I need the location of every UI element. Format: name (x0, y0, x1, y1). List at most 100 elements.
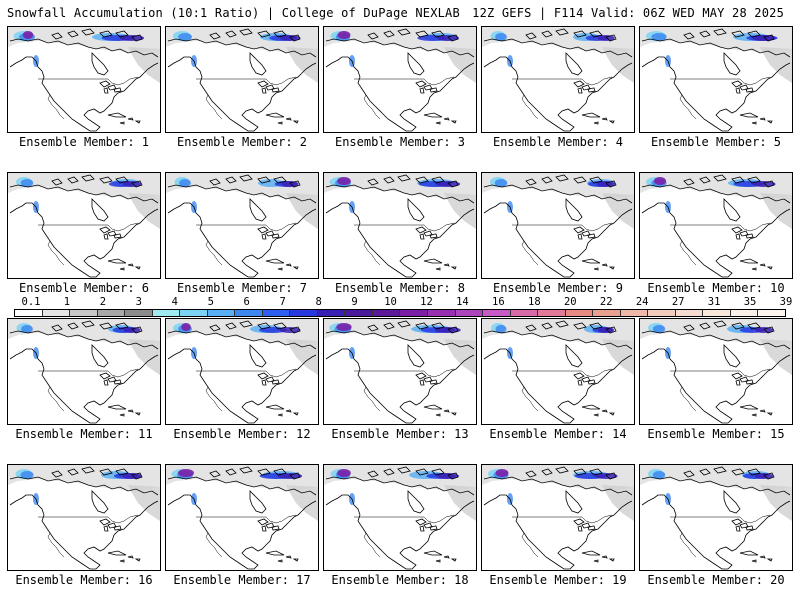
land-outline (397, 28, 411, 36)
land-outline (605, 472, 617, 480)
north-america-map (166, 319, 318, 424)
north-america-map (324, 27, 476, 132)
snow-shading-east (128, 339, 160, 375)
land-outline (423, 112, 443, 118)
snowfall-area (594, 473, 618, 479)
land-outline (577, 525, 583, 532)
land-outline (745, 87, 754, 93)
snowfall-colorbar (14, 309, 786, 317)
snow-shading-light (8, 27, 160, 53)
colorbar-label: 10 (384, 296, 397, 308)
land-outline (119, 559, 125, 563)
ensemble-member-label: Ensemble Member: 2 (176, 135, 308, 149)
north-america-map (324, 173, 476, 278)
ensemble-map-panel (639, 464, 793, 571)
land-outline (541, 468, 553, 476)
land-outline (419, 87, 425, 94)
snowfall-area (20, 471, 34, 479)
land-outline (713, 320, 727, 328)
us-canada-border (354, 514, 455, 524)
coastline (483, 38, 633, 58)
hudson-bay (249, 198, 267, 222)
colorbar-label: 24 (635, 296, 649, 308)
land-outline (51, 32, 63, 40)
snowfall-area (279, 35, 301, 41)
coastline (9, 494, 159, 570)
land-outline (739, 112, 759, 118)
snowfall-area (122, 473, 142, 479)
colorbar-label: 7 (279, 296, 286, 308)
land-outline (81, 320, 95, 328)
coastline (167, 56, 317, 132)
coastline (325, 184, 475, 204)
land-outline (107, 112, 127, 118)
land-outline (587, 87, 596, 93)
ensemble-member-label: Ensemble Member: 14 (489, 427, 627, 441)
land-outline (127, 263, 134, 267)
land-outline (261, 379, 267, 386)
snow-shading-east (602, 47, 634, 83)
coastline (9, 348, 159, 424)
coastline (167, 348, 317, 424)
land-outline (763, 180, 775, 188)
heavy-snowfall-area (336, 323, 352, 331)
mexico-coast (363, 94, 381, 120)
land-outline (383, 468, 395, 476)
land-outline (383, 30, 395, 38)
colorbar-label: 5 (207, 296, 214, 308)
snow-shading-east (128, 485, 160, 521)
colorbar-swatch (207, 310, 236, 316)
land-outline (397, 466, 411, 474)
land-outline (99, 30, 113, 38)
land-outline (555, 320, 569, 328)
coastline (641, 348, 791, 424)
land-outline (577, 87, 583, 94)
colorbar-swatch (262, 310, 291, 316)
land-outline (735, 233, 741, 240)
land-outline (225, 176, 237, 184)
north-america-map (640, 173, 792, 278)
us-canada-border (38, 76, 139, 86)
mexico-coast (679, 532, 697, 558)
heavy-snowfall-area (495, 469, 509, 477)
land-outline (115, 468, 129, 476)
hudson-bay (723, 198, 741, 222)
colorbar-label: 3 (135, 296, 143, 308)
hudson-bay (91, 52, 109, 76)
land-outline (608, 412, 615, 416)
land-outline (119, 413, 125, 417)
snowfall-area (178, 33, 192, 41)
snowfall-area (435, 327, 461, 333)
land-outline (541, 322, 553, 330)
land-outline (699, 468, 711, 476)
land-outline (601, 263, 608, 267)
land-outline (239, 466, 253, 474)
colorbar-swatch (125, 310, 153, 316)
mexico-coast (363, 532, 381, 558)
coastline (641, 330, 791, 350)
land-outline (443, 555, 450, 559)
land-outline (683, 324, 695, 332)
land-outline (285, 263, 292, 267)
land-outline (699, 30, 711, 38)
colorbar-label: 8 (315, 296, 322, 308)
coastline (641, 184, 791, 204)
hudson-bay (407, 344, 425, 368)
land-outline (415, 518, 427, 526)
colorbar-label: 2 (99, 296, 107, 308)
land-outline (731, 226, 743, 234)
coastline (641, 56, 791, 132)
ensemble-map-panel (323, 318, 477, 425)
land-outline (415, 226, 427, 234)
land-outline (747, 30, 761, 38)
land-outline (525, 324, 537, 332)
colorbar-swatch (648, 310, 676, 316)
land-outline (605, 34, 617, 42)
land-outline (51, 178, 63, 186)
coastline (9, 330, 159, 350)
land-outline (577, 379, 583, 386)
land-outline (581, 550, 601, 556)
land-outline (107, 550, 127, 556)
snowfall-area (754, 473, 774, 479)
land-outline (763, 472, 775, 480)
